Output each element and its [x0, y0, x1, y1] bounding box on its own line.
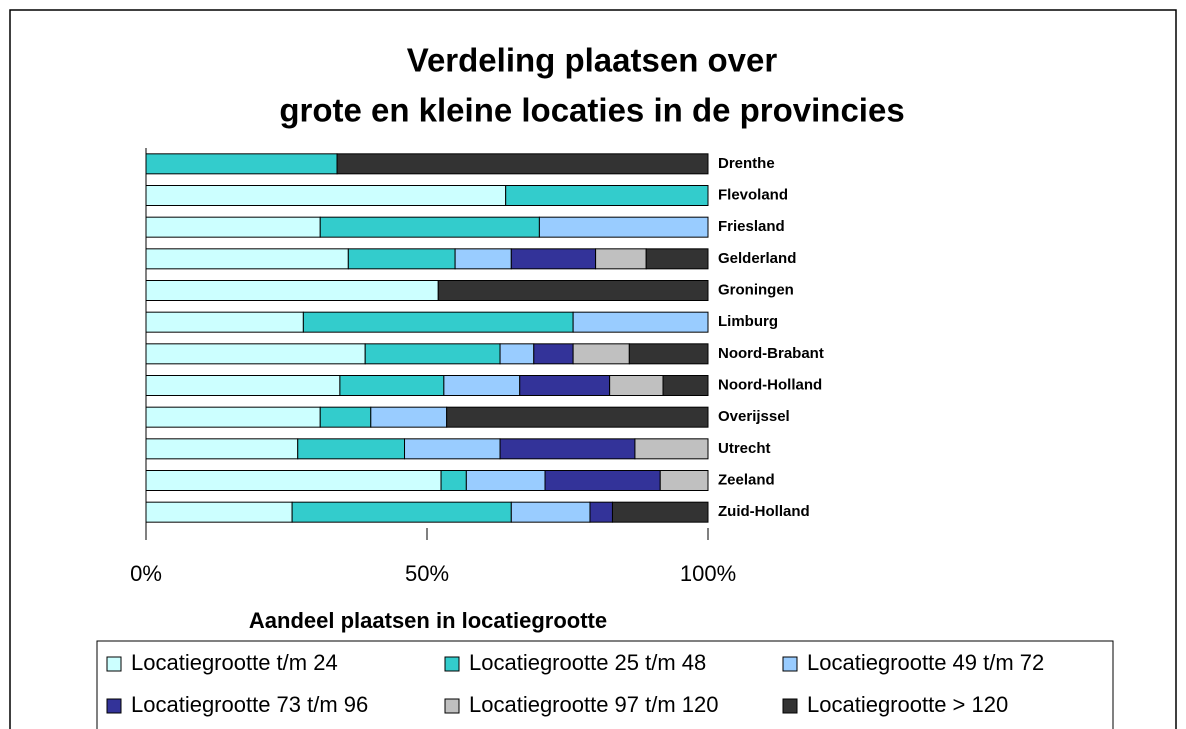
bar-segment	[454, 248, 512, 270]
x-tick-label: 100%	[680, 561, 736, 586]
category-label: Overijssel	[718, 408, 790, 425]
category-label: Friesland	[718, 218, 785, 235]
bar-segment	[145, 406, 321, 428]
bar-segment	[589, 501, 613, 523]
category-label: Zeeland	[718, 471, 775, 488]
legend-swatch	[106, 698, 122, 714]
category-label: Noord-Brabant	[718, 345, 824, 362]
bar-segment	[302, 311, 574, 333]
bar-segment	[145, 280, 439, 301]
bar-segment	[538, 216, 709, 238]
category-label: Utrecht	[718, 440, 771, 457]
bar-segment	[145, 185, 507, 206]
legend-label: Locatiegrootte 25 t/m 48	[469, 650, 706, 675]
bar-segment	[347, 248, 456, 270]
bar-segment	[572, 343, 630, 365]
category-label: Noord-Holland	[718, 376, 822, 393]
bar-segment	[145, 470, 442, 491]
bar-segment	[505, 185, 709, 206]
bar-segment	[519, 375, 611, 396]
axis-title: Aandeel plaatsen in locatiegrootte	[249, 608, 607, 633]
legend-swatch	[106, 656, 122, 672]
category-label: Zuid-Holland	[718, 503, 810, 520]
bar-segment	[465, 470, 546, 491]
bar-segment	[544, 470, 661, 491]
bar-segment	[533, 343, 574, 365]
category-label: Groningen	[718, 281, 794, 298]
legend-label: Locatiegrootte > 120	[807, 692, 1008, 717]
bar-segment	[437, 280, 709, 301]
bar-segment	[145, 153, 338, 175]
category-label: Gelderland	[718, 250, 796, 267]
bar-segment	[611, 501, 709, 523]
chart-frame	[9, 9, 1177, 729]
bar-segment	[145, 248, 349, 270]
legend-swatch	[444, 698, 460, 714]
bar-segment	[145, 501, 293, 523]
legend-box	[96, 640, 1114, 729]
bar-segment	[628, 343, 709, 365]
bar-segment	[595, 248, 647, 270]
bar-segment	[634, 438, 709, 460]
bar-segment	[145, 216, 321, 238]
legend-label: Locatiegrootte 49 t/m 72	[807, 650, 1044, 675]
bar-segment	[443, 375, 521, 396]
bar-segment	[404, 438, 501, 460]
bar-segment	[446, 406, 709, 428]
legend-swatch	[444, 656, 460, 672]
chart-title: Verdeling plaatsen over	[407, 42, 778, 79]
bar-segment	[145, 438, 299, 460]
legend-swatch	[782, 656, 798, 672]
chart-title: grote en kleine locaties in de provincie…	[279, 92, 904, 129]
bar-segment	[145, 343, 366, 365]
bar-segment	[510, 501, 591, 523]
legend-swatch	[782, 698, 798, 714]
category-label: Limburg	[718, 313, 778, 330]
bar-segment	[662, 375, 709, 396]
bar-segment	[319, 216, 540, 238]
bar-segment	[339, 375, 445, 396]
category-label: Drenthe	[718, 155, 775, 172]
bar-segment	[291, 501, 512, 523]
bar-segment	[440, 470, 467, 491]
bar-segment	[297, 438, 406, 460]
x-tick-label: 50%	[405, 561, 449, 586]
bar-segment	[145, 375, 341, 396]
bar-segment	[572, 311, 709, 333]
bar-segment	[499, 343, 535, 365]
bar-segment	[645, 248, 709, 270]
category-label: Flevoland	[718, 186, 788, 203]
legend-label: Locatiegrootte 97 t/m 120	[469, 692, 719, 717]
legend-label: Locatiegrootte 73 t/m 96	[131, 692, 368, 717]
bar-segment	[499, 438, 636, 460]
bar-segment	[609, 375, 664, 396]
bar-segment	[336, 153, 709, 175]
legend-label: Locatiegrootte t/m 24	[131, 650, 338, 675]
x-tick-label: 0%	[130, 561, 162, 586]
bar-segment	[319, 406, 372, 428]
bar-segment	[370, 406, 448, 428]
bar-segment	[145, 311, 304, 333]
bar-segment	[510, 248, 597, 270]
bar-segment	[659, 470, 709, 491]
bar-segment	[364, 343, 501, 365]
